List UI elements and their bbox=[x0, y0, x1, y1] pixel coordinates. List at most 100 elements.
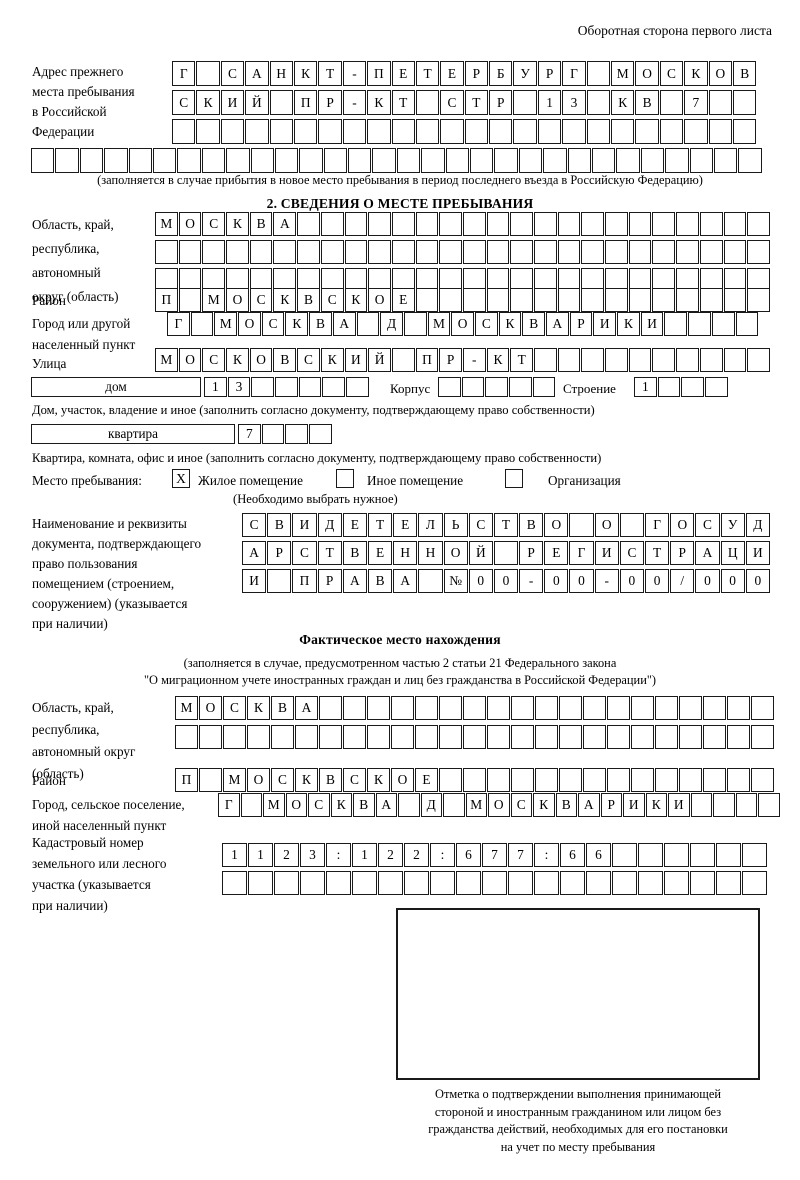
char-cell[interactable] bbox=[309, 424, 332, 444]
char-cell[interactable]: Г bbox=[569, 541, 594, 565]
char-cell[interactable]: О bbox=[238, 312, 261, 336]
char-cell[interactable]: К bbox=[617, 312, 640, 336]
char-cell[interactable]: Д bbox=[317, 513, 342, 537]
char-cell[interactable]: О bbox=[226, 288, 249, 312]
char-cell[interactable] bbox=[297, 240, 320, 264]
char-cell[interactable]: Е bbox=[415, 768, 438, 792]
char-cell[interactable] bbox=[628, 240, 652, 264]
char-cell[interactable] bbox=[344, 212, 368, 236]
char-cell[interactable]: О bbox=[544, 513, 569, 537]
char-cell[interactable] bbox=[607, 725, 630, 749]
char-cell[interactable]: : bbox=[430, 843, 455, 867]
char-cell[interactable] bbox=[511, 768, 534, 792]
char-cell[interactable] bbox=[557, 348, 581, 372]
char-cell[interactable]: А bbox=[273, 212, 297, 236]
char-cell[interactable] bbox=[703, 768, 726, 792]
char-cell[interactable] bbox=[560, 871, 585, 895]
char-cell[interactable]: 0 bbox=[745, 569, 770, 593]
char-cell[interactable]: С bbox=[510, 793, 532, 817]
char-cell[interactable] bbox=[723, 240, 747, 264]
char-cell[interactable] bbox=[443, 793, 465, 817]
char-cell[interactable] bbox=[581, 348, 605, 372]
char-cell[interactable] bbox=[591, 148, 616, 173]
char-cell[interactable] bbox=[415, 119, 440, 144]
char-cell[interactable] bbox=[534, 288, 557, 312]
char-cell[interactable]: О bbox=[391, 768, 414, 792]
char-cell[interactable] bbox=[487, 768, 510, 792]
char-cell[interactable]: В bbox=[522, 312, 545, 336]
char-cell[interactable]: И bbox=[745, 541, 770, 565]
char-cell[interactable] bbox=[635, 119, 659, 144]
char-cell[interactable]: В bbox=[367, 569, 393, 593]
char-cell[interactable] bbox=[240, 793, 262, 817]
char-cell[interactable] bbox=[251, 377, 275, 397]
char-cell[interactable]: Т bbox=[415, 61, 440, 86]
char-cell[interactable] bbox=[679, 696, 702, 720]
char-cell[interactable] bbox=[368, 212, 391, 236]
char-cell[interactable]: Р bbox=[670, 541, 695, 565]
char-cell[interactable] bbox=[659, 90, 684, 115]
char-cell[interactable]: К bbox=[285, 312, 309, 336]
char-cell[interactable]: К bbox=[295, 768, 318, 792]
char-cell[interactable] bbox=[586, 871, 611, 895]
char-cell[interactable] bbox=[274, 871, 299, 895]
char-cell[interactable] bbox=[463, 725, 486, 749]
char-cell[interactable] bbox=[532, 377, 556, 397]
char-cell[interactable]: 0 bbox=[468, 569, 493, 593]
char-cell[interactable] bbox=[690, 793, 712, 817]
char-cell[interactable]: И bbox=[640, 312, 664, 336]
char-cell[interactable] bbox=[438, 377, 461, 397]
char-cell[interactable]: 1 bbox=[634, 377, 657, 397]
char-cell[interactable]: В bbox=[297, 288, 320, 312]
char-cell[interactable] bbox=[557, 212, 581, 236]
char-cell[interactable] bbox=[742, 871, 767, 895]
char-cell[interactable]: И bbox=[593, 312, 617, 336]
char-cell[interactable] bbox=[586, 119, 611, 144]
char-cell[interactable]: М bbox=[155, 212, 178, 236]
char-cell[interactable] bbox=[586, 90, 611, 115]
char-cell[interactable] bbox=[439, 768, 462, 792]
char-cell[interactable]: С bbox=[308, 793, 330, 817]
char-cell[interactable] bbox=[699, 348, 723, 372]
char-cell[interactable]: Е bbox=[342, 513, 367, 537]
char-cell[interactable] bbox=[699, 240, 723, 264]
char-cell[interactable] bbox=[326, 871, 351, 895]
char-cell[interactable]: М bbox=[155, 348, 178, 372]
char-cell[interactable] bbox=[581, 212, 605, 236]
char-cell[interactable] bbox=[342, 119, 367, 144]
char-cell[interactable]: К bbox=[498, 312, 522, 336]
char-cell[interactable] bbox=[178, 288, 202, 312]
char-cell[interactable] bbox=[557, 240, 581, 264]
char-cell[interactable] bbox=[665, 148, 689, 173]
char-cell[interactable] bbox=[415, 240, 439, 264]
char-cell[interactable]: И bbox=[668, 793, 690, 817]
char-cell[interactable] bbox=[583, 696, 606, 720]
char-cell[interactable]: М bbox=[427, 312, 451, 336]
char-cell[interactable]: П bbox=[155, 288, 178, 312]
char-cell[interactable]: О bbox=[199, 696, 222, 720]
char-cell[interactable]: 1 bbox=[222, 843, 247, 867]
char-cell[interactable] bbox=[320, 240, 344, 264]
char-cell[interactable]: К bbox=[247, 696, 270, 720]
char-cell[interactable]: П bbox=[293, 90, 318, 115]
char-cell[interactable]: С bbox=[202, 348, 226, 372]
char-cell[interactable]: А bbox=[342, 569, 367, 593]
char-cell[interactable]: А bbox=[393, 569, 418, 593]
char-cell[interactable]: О bbox=[249, 348, 273, 372]
char-cell[interactable]: С bbox=[271, 768, 294, 792]
char-cell[interactable] bbox=[285, 424, 309, 444]
char-cell[interactable] bbox=[664, 843, 689, 867]
char-cell[interactable] bbox=[486, 212, 510, 236]
char-cell[interactable] bbox=[462, 240, 486, 264]
char-cell[interactable] bbox=[421, 148, 445, 173]
char-cell[interactable] bbox=[79, 148, 104, 173]
char-cell[interactable] bbox=[348, 148, 372, 173]
char-cell[interactable]: И bbox=[623, 793, 645, 817]
char-cell[interactable]: 7 bbox=[684, 90, 708, 115]
char-cell[interactable]: М bbox=[223, 768, 246, 792]
char-cell[interactable]: 0 bbox=[544, 569, 569, 593]
char-cell[interactable] bbox=[723, 212, 747, 236]
